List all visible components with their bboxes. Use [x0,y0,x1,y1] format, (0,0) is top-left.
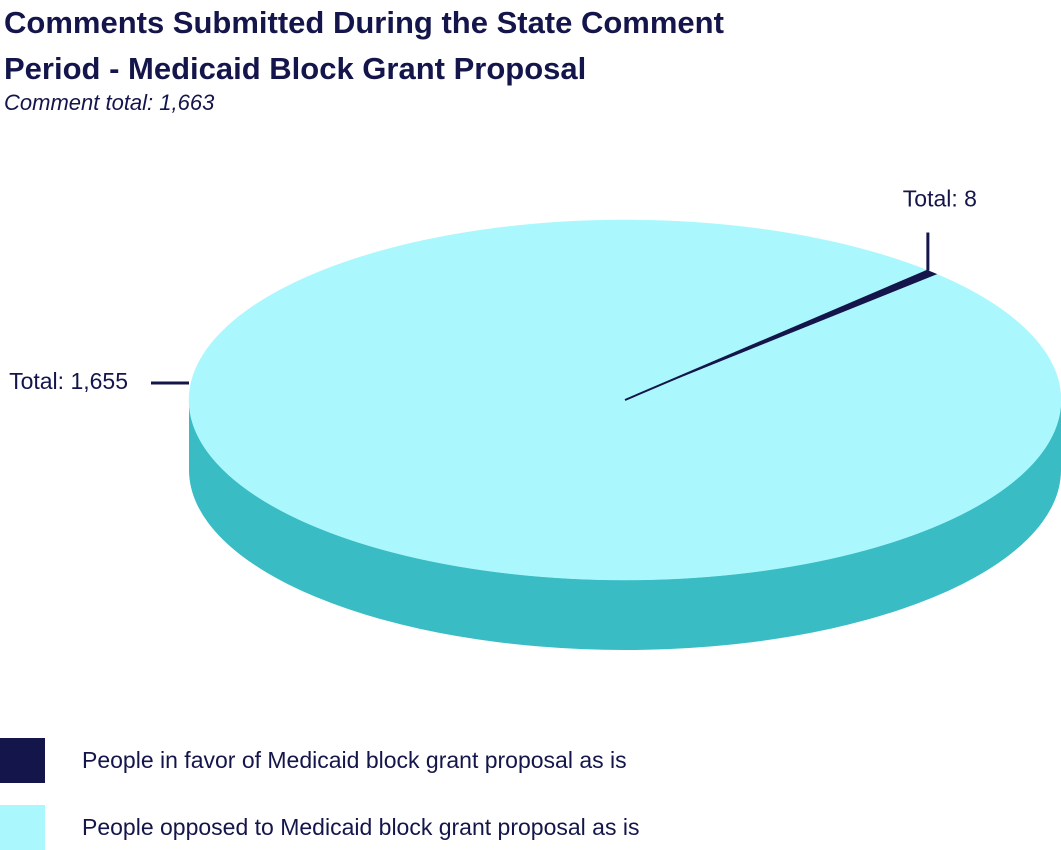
slice-edge [624,269,929,401]
legend-swatch [0,805,45,850]
pie-slice [188,219,1061,650]
legend-label: People opposed to Medicaid block grant p… [82,814,639,840]
pie-top [188,219,1061,581]
pie-side [189,400,1061,650]
legend-label: People in favor of Medicaid block grant … [82,747,627,773]
chart-title: Comments Submitted During the State Comm… [4,5,724,86]
data-label: Total: 8 [903,186,977,212]
data-label: Total: 1,655 [9,368,128,394]
legend-swatch [0,738,45,783]
chart-subtitle: Comment total: 1,663 [4,90,215,115]
